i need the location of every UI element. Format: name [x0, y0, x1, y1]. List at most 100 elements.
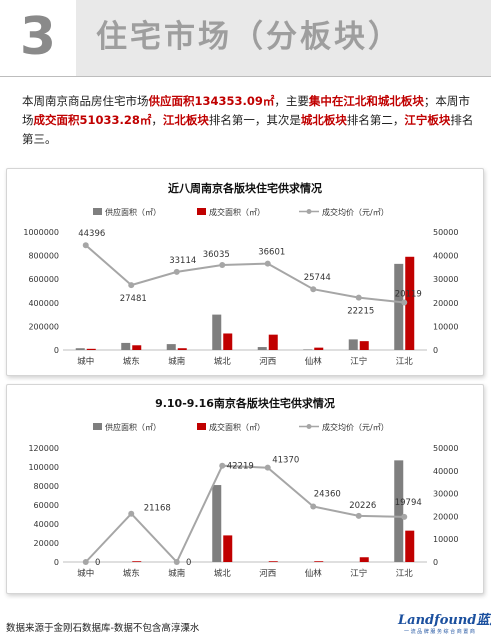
header-bar	[0, 0, 491, 76]
legend-supply-label: 供应面积（㎡）	[105, 422, 161, 432]
price-data-label: 36601	[258, 248, 285, 258]
legend-marker-price	[306, 209, 312, 214]
summary-part: 排名第三。	[22, 113, 474, 146]
summary-part: 排名第一，其次是	[208, 113, 301, 127]
price-data-label: 21168	[144, 504, 171, 514]
summary-part: 排名第二，	[346, 113, 405, 127]
y-right-tick-label: 20000	[433, 299, 458, 308]
y-left-tick-label: 60000	[34, 501, 59, 510]
y-left-tick-label: 1000000	[23, 228, 59, 237]
logo-tagline: 一 流 品 牌 服 务 综 合 商 置 商	[404, 629, 475, 635]
price-point	[310, 286, 317, 293]
bar-deal	[314, 347, 324, 350]
y-left-tick-label: 20000	[34, 539, 59, 548]
bar-supply	[166, 344, 176, 350]
price-data-label: 44396	[78, 229, 105, 239]
y-left-tick-label: 400000	[28, 299, 59, 308]
x-tick-label: 城北	[214, 357, 232, 367]
price-point	[128, 282, 135, 289]
bar-deal	[223, 535, 233, 562]
page-title: 住宅市场（分板块）	[96, 19, 402, 55]
x-tick-label: 城北	[214, 569, 232, 579]
landfound-logo: Landfound蓝风 一 流 品 牌 服 务 综 合 商 置 商	[398, 609, 491, 637]
logo-name: Landfound蓝风	[398, 613, 491, 628]
legend-swatch-supply	[93, 208, 102, 215]
price-data-label: 36035	[203, 250, 230, 260]
legend-price-label: 成交均价（元/㎡）	[322, 422, 389, 432]
price-point	[401, 299, 408, 306]
price-data-label: 25744	[304, 273, 331, 283]
x-tick-label: 河西	[259, 568, 276, 579]
x-tick-label: 城南	[168, 356, 185, 367]
bar-deal	[314, 561, 324, 562]
legend-swatch-supply	[93, 423, 102, 430]
price-point	[355, 294, 362, 301]
summary-part: ；本周市场	[22, 94, 470, 127]
price-data-label: 24360	[314, 489, 341, 499]
x-tick-label: 城东	[123, 356, 140, 367]
bar-supply	[348, 339, 358, 350]
legend-supply-label: 供应面积（㎡）	[105, 207, 161, 217]
y-right-tick-label: 40000	[433, 467, 458, 476]
header-divider	[0, 76, 491, 77]
x-tick-label: 江北	[396, 357, 414, 367]
price-point	[173, 559, 180, 565]
bar-deal	[132, 345, 142, 350]
y-left-tick-label: 200000	[28, 322, 59, 331]
price-data-label: 42219	[227, 462, 254, 472]
y-right-tick-label: 0	[433, 558, 438, 567]
bar-supply	[121, 342, 131, 350]
price-data-label: 19794	[395, 498, 422, 508]
price-data-label: 20226	[349, 501, 376, 511]
x-tick-label: 仙林	[305, 568, 323, 579]
summary-part: 本周南京商品房住宅市场	[22, 94, 149, 108]
bar-deal	[405, 530, 415, 562]
price-data-label: 20119	[395, 290, 422, 300]
x-tick-label: 城中	[77, 568, 94, 579]
bar-supply	[75, 348, 85, 350]
summary-highlight: 集中在江北和城北板块	[308, 94, 424, 108]
summary-highlight: 供应面积134353.09㎡	[148, 94, 275, 108]
y-right-tick-label: 10000	[433, 535, 458, 544]
y-left-tick-label: 120000	[28, 444, 59, 453]
price-point	[82, 559, 89, 565]
legend-price-label: 成交均价（元/㎡）	[322, 207, 389, 217]
price-point	[310, 503, 317, 510]
bar-deal	[223, 333, 233, 350]
summary-highlight: 江宁板块	[404, 113, 451, 127]
y-left-tick-label: 0	[54, 346, 59, 355]
section-header: 3 住宅市场（分板块）	[0, 0, 491, 78]
bar-deal	[405, 256, 415, 350]
bar-deal	[86, 348, 96, 350]
summary-highlight: 江北板块	[162, 113, 209, 127]
legend-marker-price	[306, 424, 312, 429]
x-tick-label: 江北	[396, 569, 414, 579]
legend-deal-label: 成交面积（㎡）	[209, 422, 265, 432]
price-point	[264, 260, 271, 267]
x-tick-label: 江宁	[350, 568, 367, 579]
bar-supply	[394, 263, 404, 350]
summary-part: ，	[151, 113, 163, 127]
y-right-tick-label: 50000	[433, 444, 458, 453]
price-data-label: 0	[186, 558, 191, 568]
price-point	[355, 512, 362, 519]
price-line	[85, 244, 405, 304]
price-point	[173, 268, 180, 275]
y-right-tick-label: 10000	[433, 322, 458, 331]
bar-supply	[394, 460, 404, 562]
bar-supply	[212, 314, 222, 350]
weekly-supply-demand-chart-1: 近八周南京各版块住宅供求情况供应面积（㎡） 成交面积（㎡） 成交均价（元/㎡） 0 20…	[6, 168, 484, 376]
summary-part: ，主要	[274, 94, 309, 108]
y-right-tick-label: 30000	[433, 490, 458, 499]
y-left-tick-label: 80000	[34, 482, 59, 491]
chart-title: 近八周南京各版块住宅供求情况	[168, 181, 322, 195]
price-data-label: 41370	[272, 456, 299, 466]
y-right-tick-label: 30000	[433, 275, 458, 284]
chart-title: 9.10-9.16南京各版块住宅供求情况	[155, 396, 335, 410]
x-tick-label: 仙林	[305, 356, 323, 367]
price-data-label: 33114	[169, 256, 196, 266]
legend-deal-label: 成交面积（㎡）	[209, 207, 265, 217]
price-point	[219, 462, 226, 469]
y-right-tick-label: 40000	[433, 252, 458, 261]
